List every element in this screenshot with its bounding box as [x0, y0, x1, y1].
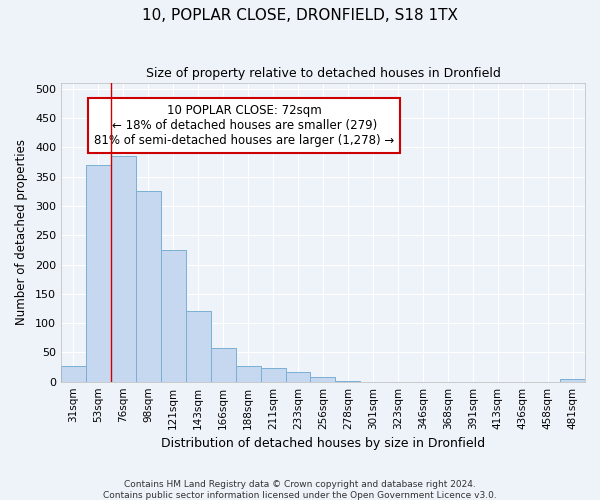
Text: 10, POPLAR CLOSE, DRONFIELD, S18 1TX: 10, POPLAR CLOSE, DRONFIELD, S18 1TX	[142, 8, 458, 22]
Bar	[136, 192, 161, 382]
Bar	[310, 377, 335, 382]
Bar	[211, 348, 236, 382]
Bar	[286, 372, 310, 382]
Bar	[86, 165, 111, 382]
Bar	[560, 379, 585, 382]
Bar	[186, 312, 211, 382]
Bar	[161, 250, 186, 382]
X-axis label: Distribution of detached houses by size in Dronfield: Distribution of detached houses by size …	[161, 437, 485, 450]
Bar	[61, 366, 86, 382]
Text: Contains HM Land Registry data © Crown copyright and database right 2024.
Contai: Contains HM Land Registry data © Crown c…	[103, 480, 497, 500]
Y-axis label: Number of detached properties: Number of detached properties	[15, 140, 28, 326]
Title: Size of property relative to detached houses in Dronfield: Size of property relative to detached ho…	[146, 68, 500, 80]
Text: 10 POPLAR CLOSE: 72sqm
← 18% of detached houses are smaller (279)
81% of semi-de: 10 POPLAR CLOSE: 72sqm ← 18% of detached…	[94, 104, 394, 147]
Bar	[236, 366, 260, 382]
Bar	[335, 380, 361, 382]
Bar	[111, 156, 136, 382]
Bar	[260, 368, 286, 382]
